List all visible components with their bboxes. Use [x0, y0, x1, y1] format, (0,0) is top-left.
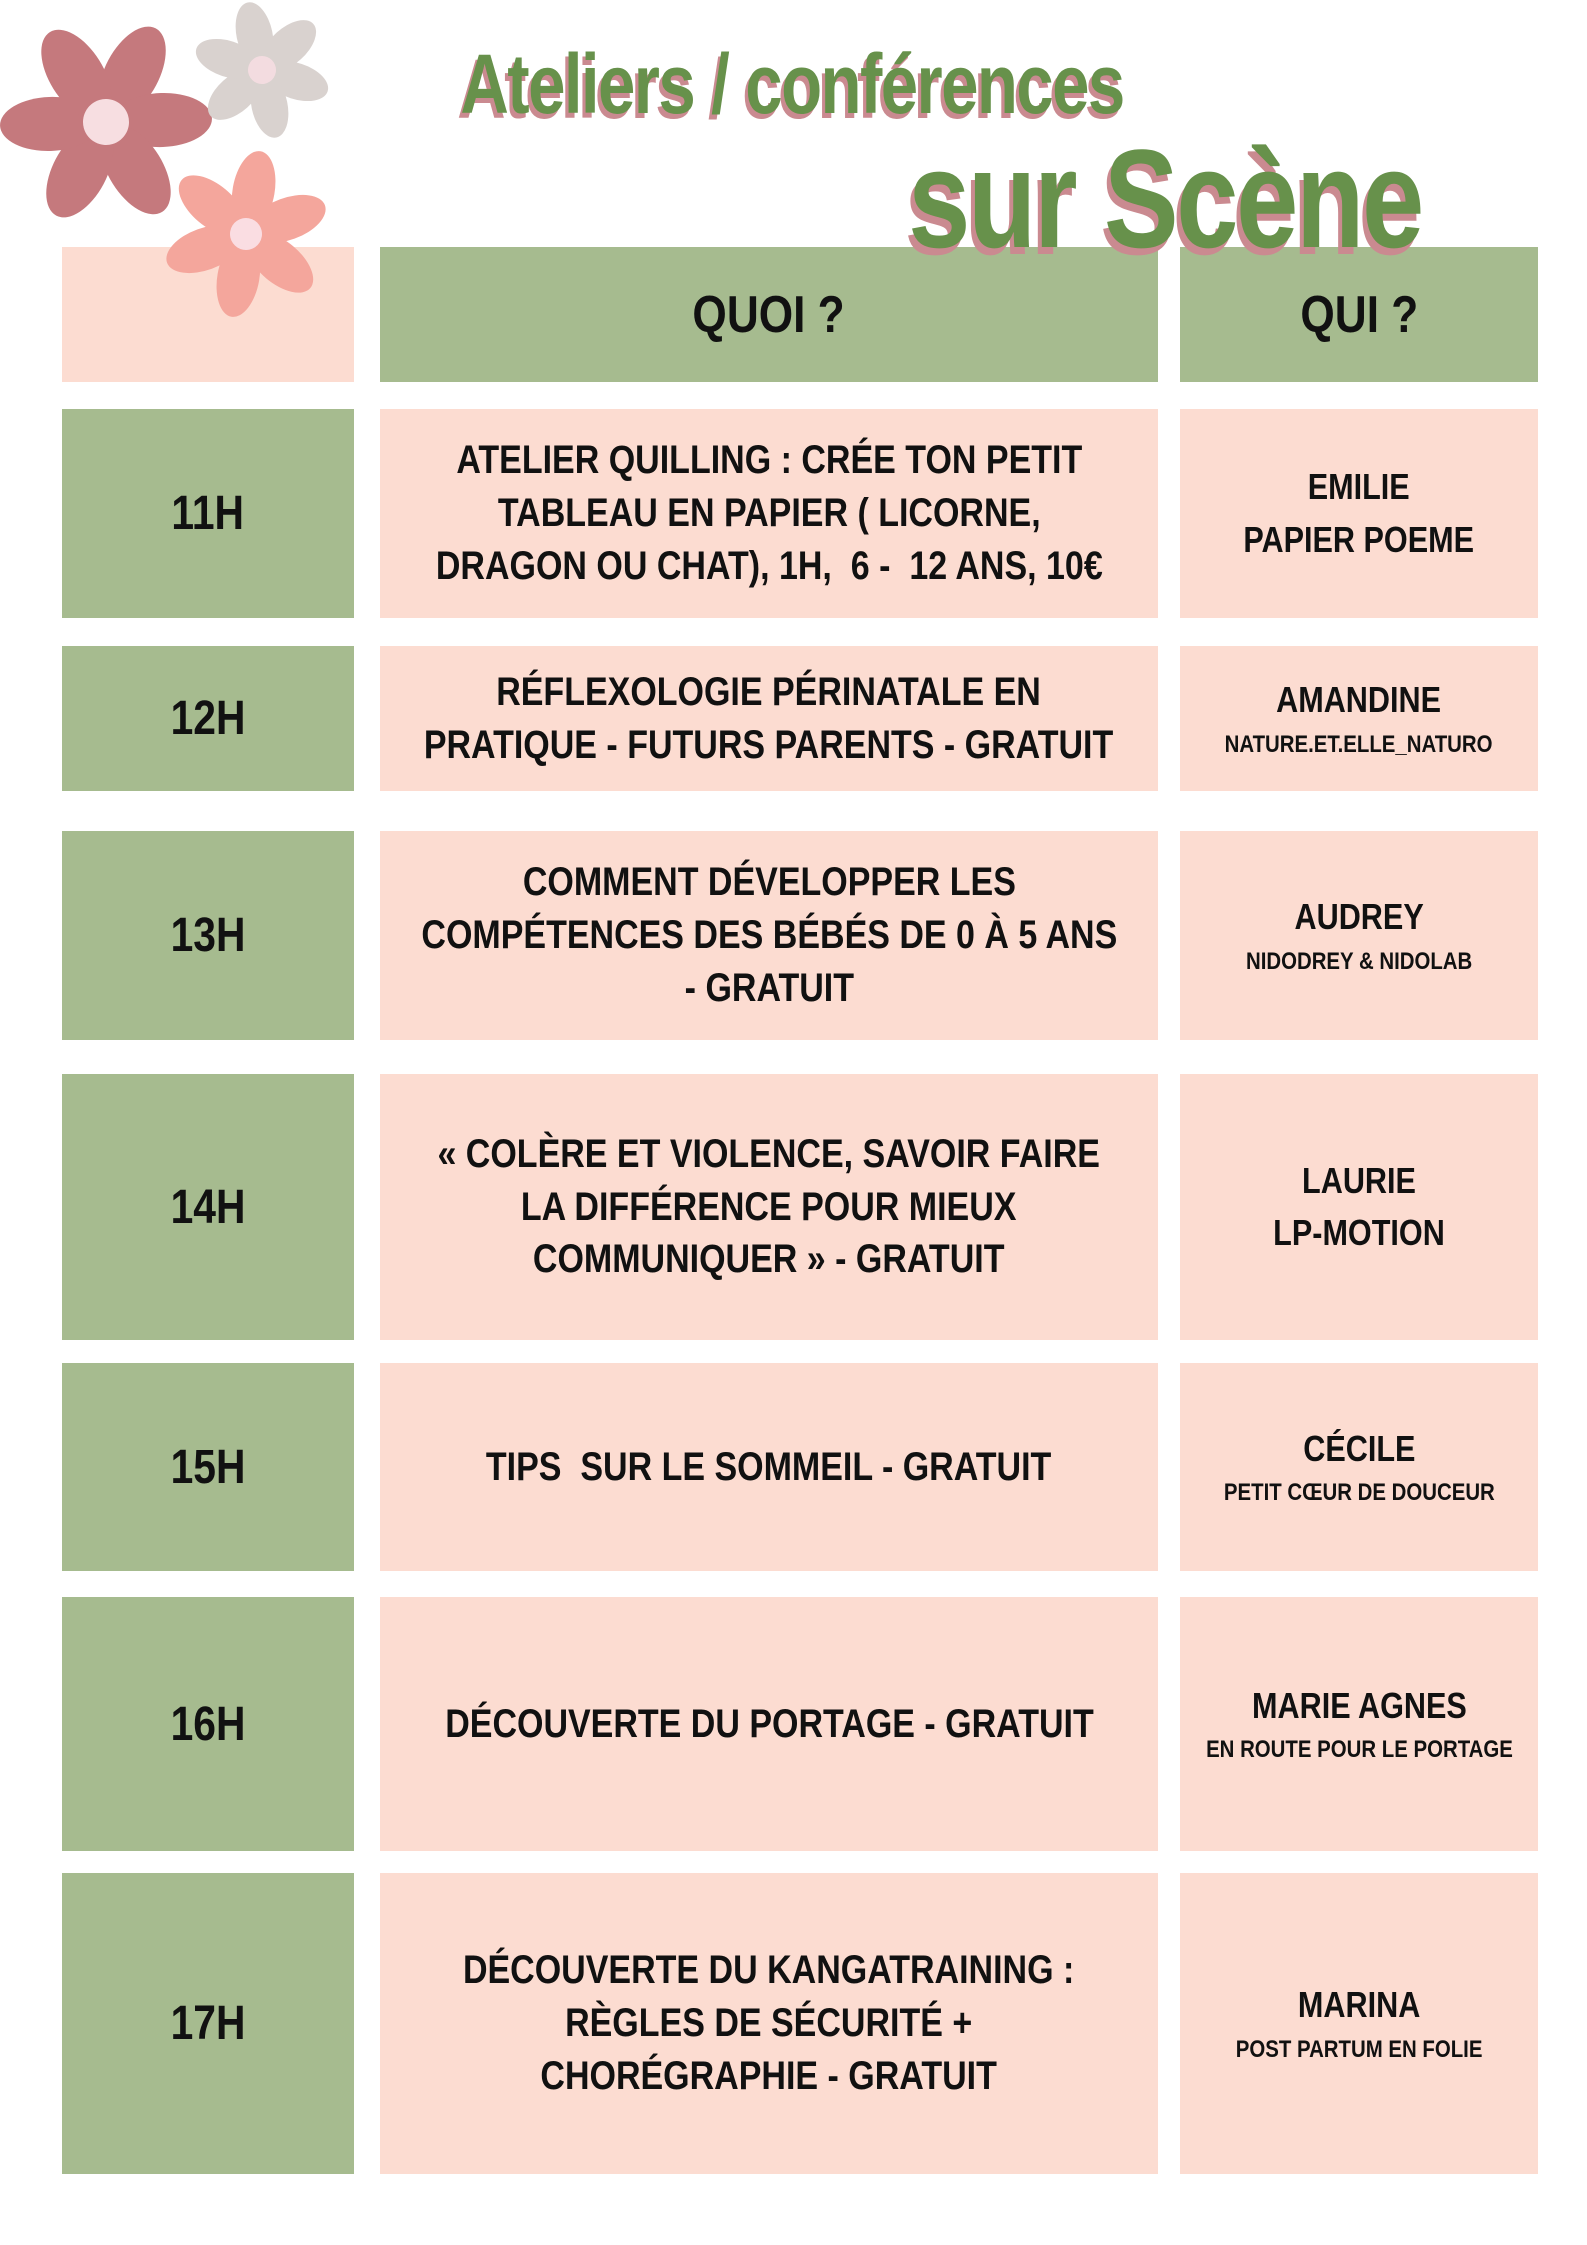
who-text: LAURIE LP-MOTION — [1273, 1155, 1445, 1259]
time-cell: 11H — [62, 409, 354, 618]
schedule-row-16h: 16H DÉCOUVERTE DU PORTAGE - GRATUIT MARIE … — [0, 1597, 1587, 1851]
who-name: LAURIE — [1302, 1159, 1416, 1201]
who-name: AMANDINE — [1276, 679, 1442, 721]
what-cell: COMMENT DÉVELOPPER LES COMPÉTENCES DES BÉ… — [380, 831, 1158, 1040]
what-line: DRAGON OU CHAT), 1H, 6 - 12 ANS, 10€ — [435, 543, 1103, 588]
schedule-row-17h: 17H DÉCOUVERTE DU KANGATRAINING : RÈGLES D… — [0, 1873, 1587, 2174]
schedule-row-12h: 12H RÉFLEXOLOGIE PÉRINATALE EN PRATIQUE - … — [0, 646, 1587, 791]
what-text: RÉFLEXOLOGIE PÉRINATALE EN PRATIQUE - FUT… — [424, 666, 1113, 772]
time-cell: 16H — [62, 1597, 354, 1851]
what-text: TIPS SUR LE SOMMEIL - GRATUIT — [486, 1441, 1051, 1494]
schedule-header-row: QUOI ? QUI ? — [0, 247, 1587, 382]
what-cell: DÉCOUVERTE DU KANGATRAINING : RÈGLES DE S… — [380, 1873, 1158, 2174]
time-cell: 14H — [62, 1074, 354, 1340]
who-cell: AUDREY NIDODREY & NIDOLAB — [1180, 831, 1538, 1040]
what-cell: TIPS SUR LE SOMMEIL - GRATUIT — [380, 1363, 1158, 1571]
what-line: PRATIQUE - FUTURS PARENTS - GRATUIT — [424, 722, 1114, 767]
who-name: AUDREY — [1294, 896, 1424, 938]
poster-title-line1: Ateliers / conférences — [460, 37, 1125, 131]
what-text: « COLÈRE ET VIOLENCE, SAVOIR FAIRE LA DIF… — [438, 1128, 1100, 1286]
who-text: MARIE AGNES EN ROUTE POUR LE PORTAGE — [1206, 1680, 1513, 1768]
what-line: ATELIER QUILLING : CRÉE TON PETIT — [456, 438, 1082, 483]
who-organisation: LP-MOTION — [1273, 1212, 1445, 1253]
who-organisation: PETIT CŒUR DE DOUCEUR — [1223, 1479, 1495, 1507]
who-cell: EMILIE PAPIER POEME — [1180, 409, 1538, 618]
what-line: DÉCOUVERTE DU PORTAGE - GRATUIT — [444, 1701, 1094, 1746]
what-text: ATELIER QUILLING : CRÉE TON PETIT TABLEAU… — [436, 434, 1103, 592]
who-name: MARINA — [1297, 1984, 1421, 2026]
what-cell: DÉCOUVERTE DU PORTAGE - GRATUIT — [380, 1597, 1158, 1851]
what-text: DÉCOUVERTE DU KANGATRAINING : RÈGLES DE S… — [463, 1944, 1074, 2102]
what-text: COMMENT DÉVELOPPER LES COMPÉTENCES DES BÉ… — [421, 856, 1117, 1014]
who-organisation: POST PARTUM EN FOLIE — [1235, 2035, 1483, 2063]
what-line: LA DIFFÉRENCE POUR MIEUX — [521, 1184, 1017, 1229]
schedule-row-14h: 14H « COLÈRE ET VIOLENCE, SAVOIR FAIRE LA … — [0, 1074, 1587, 1340]
time-cell: 15H — [62, 1363, 354, 1571]
header-spacer-cell — [62, 247, 354, 382]
time-label: 12H — [170, 692, 246, 745]
time-cell: 17H — [62, 1873, 354, 2174]
what-line: - GRATUIT — [684, 965, 854, 1010]
what-line: COMMENT DÉVELOPPER LES — [522, 860, 1016, 905]
what-line: COMMUNIQUER » - GRATUIT — [533, 1237, 1005, 1282]
who-cell: CÉCILE PETIT CŒUR DE DOUCEUR — [1180, 1363, 1538, 1571]
time-label: 15H — [170, 1440, 246, 1494]
what-cell: RÉFLEXOLOGIE PÉRINATALE EN PRATIQUE - FUT… — [380, 646, 1158, 791]
who-organisation: EN ROUTE POUR LE PORTAGE — [1205, 1736, 1513, 1764]
what-line: CHORÉGRAPHIE - GRATUIT — [540, 2053, 998, 2098]
who-cell: LAURIE LP-MOTION — [1180, 1074, 1538, 1340]
who-cell: AMANDINE NATURE.ET.ELLE_NATURO — [1180, 646, 1538, 791]
time-label: 17H — [170, 1997, 246, 2050]
who-text: AUDREY NIDODREY & NIDOLAB — [1246, 891, 1472, 979]
what-text: DÉCOUVERTE DU PORTAGE - GRATUIT — [445, 1698, 1094, 1751]
what-line: RÈGLES DE SÉCURITÉ + — [565, 2001, 973, 2046]
who-organisation: PAPIER POEME — [1243, 518, 1475, 560]
time-label: 16H — [170, 1697, 246, 1751]
header-who-label: QUI ? — [1300, 285, 1418, 344]
what-line: TABLEAU EN PAPIER ( LICORNE, — [497, 491, 1041, 536]
time-label: 13H — [170, 909, 246, 962]
what-cell: « COLÈRE ET VIOLENCE, SAVOIR FAIRE LA DIF… — [380, 1074, 1158, 1340]
who-cell: MARINA POST PARTUM EN FOLIE — [1180, 1873, 1538, 2174]
flower-gray-icon — [195, 2, 329, 138]
time-label: 11H — [171, 487, 245, 540]
what-line: COMPÉTENCES DES BÉBÉS DE 0 À 5 ANS — [421, 913, 1117, 958]
poster-title-line2: sur Scène — [908, 120, 1424, 277]
who-name: MARIE AGNES — [1251, 1684, 1467, 1726]
who-name: EMILIE — [1307, 466, 1410, 508]
time-label: 14H — [170, 1180, 246, 1234]
who-organisation: NATURE.ET.ELLE_NATURO — [1225, 730, 1493, 758]
who-cell: MARIE AGNES EN ROUTE POUR LE PORTAGE — [1180, 1597, 1538, 1851]
what-line: RÉFLEXOLOGIE PÉRINATALE EN — [496, 669, 1042, 714]
time-cell: 13H — [62, 831, 354, 1040]
header-what-cell: QUOI ? — [380, 247, 1158, 382]
who-text: CÉCILE PETIT CŒUR DE DOUCEUR — [1224, 1423, 1495, 1511]
what-cell: ATELIER QUILLING : CRÉE TON PETIT TABLEAU… — [380, 409, 1158, 618]
what-line: TIPS SUR LE SOMMEIL - GRATUIT — [486, 1444, 1052, 1489]
what-line: DÉCOUVERTE DU KANGATRAINING : — [463, 1948, 1075, 1993]
who-organisation: NIDODREY & NIDOLAB — [1245, 947, 1473, 975]
schedule-row-15h: 15H TIPS SUR LE SOMMEIL - GRATUIT CÉCILE PE… — [0, 1363, 1587, 1571]
who-text: EMILIE PAPIER POEME — [1244, 461, 1475, 565]
flower-mauve-icon — [0, 26, 212, 218]
what-line: « COLÈRE ET VIOLENCE, SAVOIR FAIRE — [437, 1131, 1101, 1176]
header-what-label: QUOI ? — [692, 285, 846, 344]
time-cell: 12H — [62, 646, 354, 791]
who-name: CÉCILE — [1302, 1427, 1416, 1469]
who-text: MARINA POST PARTUM EN FOLIE — [1236, 1979, 1483, 2067]
who-text: AMANDINE NATURE.ET.ELLE_NATURO — [1225, 674, 1493, 762]
schedule-row-13h: 13H COMMENT DÉVELOPPER LES COMPÉTENCES DES… — [0, 831, 1587, 1040]
header-who-cell: QUI ? — [1180, 247, 1538, 382]
schedule-row-11h: 11H ATELIER QUILLING : CRÉE TON PETIT TABL… — [0, 409, 1587, 618]
